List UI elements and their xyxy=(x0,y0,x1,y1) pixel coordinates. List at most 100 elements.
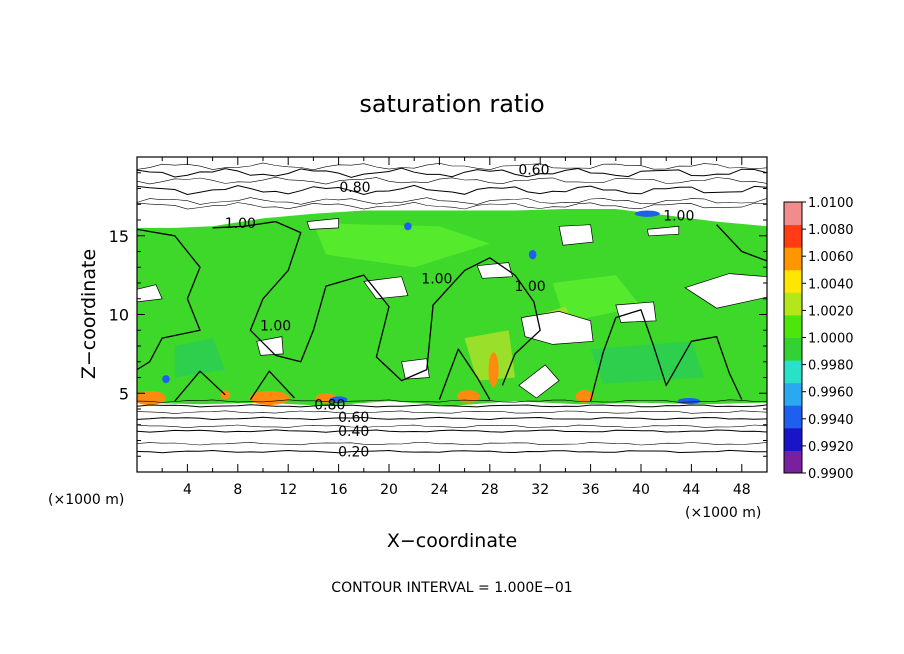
subsaturation-spot xyxy=(634,210,660,217)
contour-line-1 xyxy=(438,348,491,400)
contour-label: 1.00 xyxy=(663,208,694,224)
x-axis-label: X−coordinate xyxy=(387,530,517,552)
x-axis-ticks: 4 8 12 16 20 24 28 32 36 40 44 48 xyxy=(161,157,751,498)
colorbar-label: 1.0100 xyxy=(808,196,854,211)
contour-label: 0.60 xyxy=(518,163,549,179)
unsaturated-patch xyxy=(256,336,284,356)
x-tick-label: 16 xyxy=(330,482,348,498)
y-axis-label: Z−coordinate xyxy=(78,249,100,379)
unsaturated-patch xyxy=(615,301,657,323)
colorbar-label: 0.9940 xyxy=(808,413,854,428)
subsaturation-spot xyxy=(162,375,170,384)
colorbar-swatch xyxy=(784,360,802,384)
colorbar-label: 1.0060 xyxy=(808,250,854,265)
contour-line-1 xyxy=(174,370,226,402)
colorbar-label: 1.0000 xyxy=(808,332,854,347)
contour-line xyxy=(137,404,767,408)
x-tick-label: 12 xyxy=(279,482,297,498)
contour-lines xyxy=(137,162,767,454)
x-unit-label: (×1000 m) xyxy=(685,505,761,521)
subsaturation-spot xyxy=(404,222,412,231)
contour-label: 0.40 xyxy=(338,424,369,440)
contour-line-minor xyxy=(137,399,767,403)
unsaturated-patch xyxy=(520,311,594,345)
colorbar-label: 1.0080 xyxy=(808,223,854,238)
x-tick-label: 36 xyxy=(582,482,600,498)
unsaturated-patch xyxy=(684,273,767,309)
field-tint xyxy=(174,338,226,378)
x-tick-label: 48 xyxy=(733,482,751,498)
contour-label: 1.00 xyxy=(260,319,291,335)
contour-line-1 xyxy=(137,228,201,371)
colorbar-swatch xyxy=(784,382,802,406)
colorbar-label: 0.9900 xyxy=(808,467,854,482)
colorbar-label: 1.0040 xyxy=(808,277,854,292)
contour-line-minor xyxy=(137,162,767,171)
y-tick-label: 5 xyxy=(119,384,129,403)
x-tick-label: 20 xyxy=(380,482,398,498)
colorbar-label: 0.9920 xyxy=(808,440,854,455)
chart-title: saturation ratio xyxy=(359,90,544,118)
contour-line-minor xyxy=(137,201,767,210)
unsaturated-patch xyxy=(137,284,163,303)
unsaturated-patch xyxy=(518,364,560,399)
contour-line-1 xyxy=(249,370,295,400)
subsaturation-spot xyxy=(528,249,537,260)
x-tick-label: 24 xyxy=(430,482,448,498)
plot-area xyxy=(137,162,767,454)
supersaturation-spot xyxy=(137,390,166,406)
contour-line xyxy=(137,184,767,196)
colorbar-swatch xyxy=(784,202,802,226)
contour-labels: 0.600.801.00 1.001.00 1.001.000.800.600.40… xyxy=(225,163,695,461)
contour-label: 1.00 xyxy=(421,271,452,287)
saturation-field xyxy=(137,209,767,406)
contour-line-minor xyxy=(137,441,767,446)
supersaturation-spot xyxy=(488,352,499,387)
x-tick-label: 4 xyxy=(183,482,192,498)
subsaturation-spot xyxy=(677,397,701,405)
colorbar-swatch xyxy=(784,292,802,316)
field-tint xyxy=(590,341,704,384)
y-axis-ticks: 5 10 15 xyxy=(109,172,767,457)
contour-line-1 xyxy=(589,309,743,402)
unsaturated-patch xyxy=(646,225,680,237)
colorbar-swatch xyxy=(784,224,802,248)
colorbar-swatch xyxy=(784,405,802,429)
x-tick-label: 40 xyxy=(632,482,650,498)
y-unit-label: (×1000 m) xyxy=(48,492,124,508)
contour-label: 1.00 xyxy=(515,279,546,295)
contour-line-1 xyxy=(716,224,767,262)
field-tint xyxy=(464,330,515,381)
contour-line xyxy=(137,429,767,433)
unsaturated-patch xyxy=(363,276,409,300)
x-tick-label: 32 xyxy=(531,482,549,498)
colorbar-swatch xyxy=(784,247,802,271)
colorbar-label: 1.0020 xyxy=(808,304,854,319)
supersaturation-spot xyxy=(575,390,594,403)
colorbar-label: 0.9960 xyxy=(808,386,854,401)
field-tint xyxy=(313,223,490,268)
contour-line-minor xyxy=(137,424,767,429)
subsaturation-spot xyxy=(329,396,348,403)
colorbar-label: 0.9980 xyxy=(808,359,854,374)
colorbar-swatch xyxy=(784,314,802,338)
unsaturated-patch xyxy=(401,358,430,380)
colorbar: 1.0100 1.0080 1.0060 1.0040 1.0020 1.0000 0.99… xyxy=(783,196,854,482)
unsaturated-patch xyxy=(306,218,339,230)
contour-line-minor xyxy=(137,410,767,414)
contour-line-minor xyxy=(137,176,767,185)
colorbar-swatch xyxy=(784,269,802,293)
colorbar-swatch xyxy=(784,337,802,361)
contour-line xyxy=(137,167,767,178)
supersaturation-spot xyxy=(457,390,480,403)
y-tick-label: 15 xyxy=(109,227,129,246)
x-tick-label: 8 xyxy=(233,482,242,498)
contour-line xyxy=(137,449,767,454)
x-tick-label: 44 xyxy=(682,482,700,498)
unsaturated-patch xyxy=(558,224,594,246)
contour-label: 0.80 xyxy=(314,397,345,413)
contour-label: 1.00 xyxy=(225,216,256,232)
contour-label: 0.20 xyxy=(338,445,369,461)
contour-line xyxy=(137,416,767,421)
